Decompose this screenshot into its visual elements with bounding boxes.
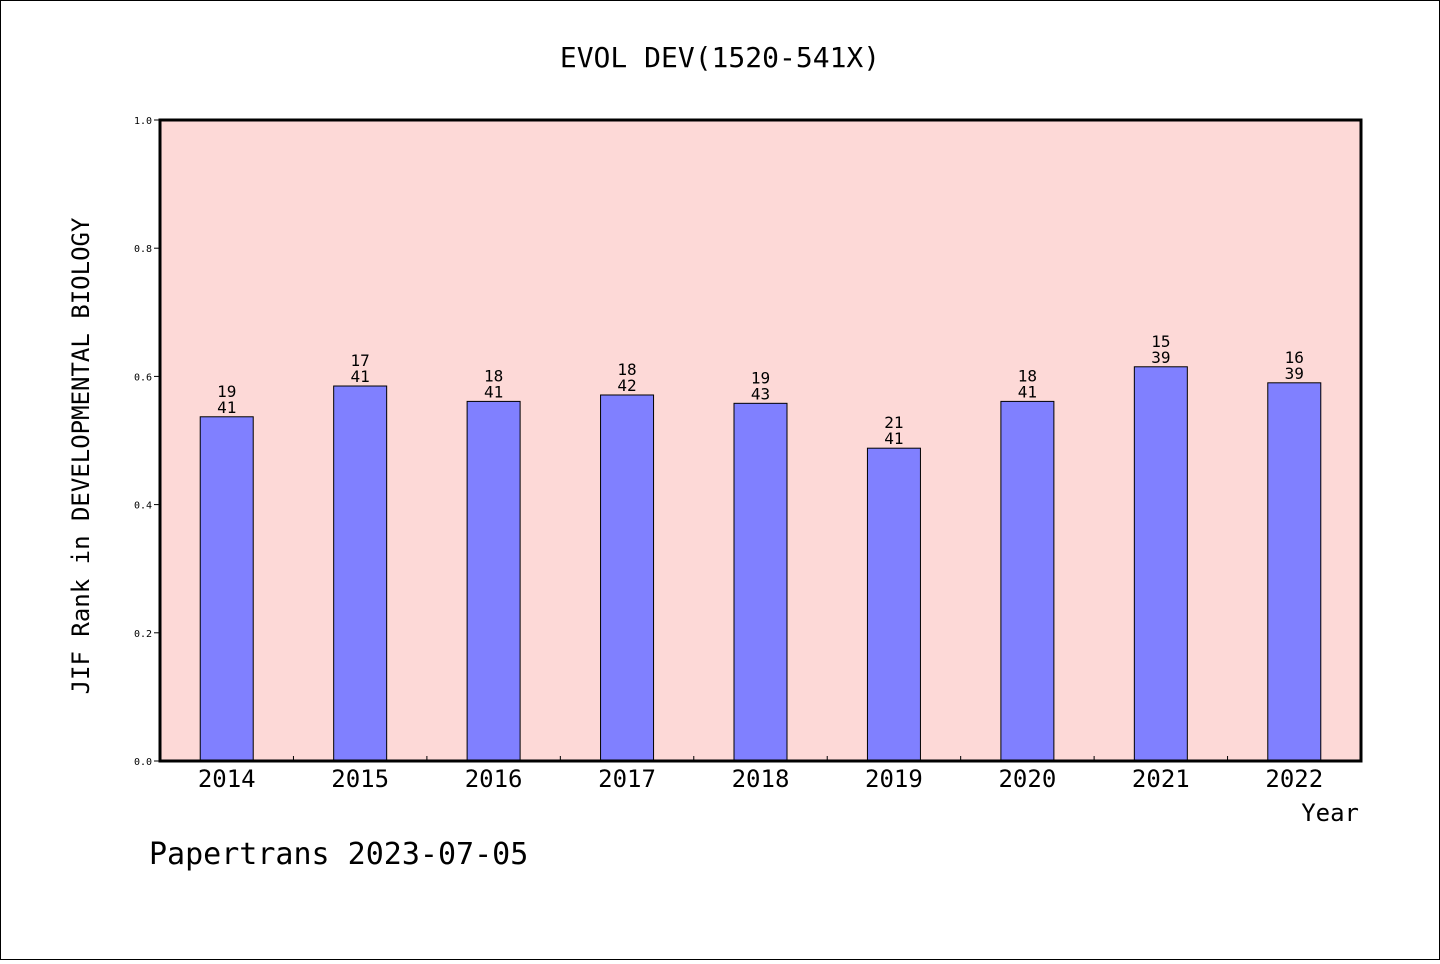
bar-label-rank: 19	[751, 368, 770, 387]
bar-2019	[866, 447, 921, 762]
x-tick-label: 2021	[1132, 765, 1190, 793]
bar-label-total: 39	[1151, 348, 1170, 367]
bar-label-total: 42	[617, 376, 636, 395]
y-tick-label: 0.6	[134, 372, 152, 383]
bar-2020	[1000, 400, 1055, 762]
bar-label-total: 41	[217, 398, 236, 417]
y-tick-label: 0.0	[134, 757, 152, 768]
bar-label-rank: 18	[1018, 366, 1037, 385]
x-tick-label: 2015	[331, 765, 389, 793]
x-axis-label: Year	[1301, 799, 1359, 827]
bar-label-total: 41	[1018, 382, 1037, 401]
bar-label-rank: 16	[1285, 348, 1304, 367]
bar-label-rank: 21	[884, 413, 903, 432]
bar-label-rank: 19	[217, 382, 236, 401]
y-tick-label: 1.0	[134, 116, 152, 127]
x-tick-label: 2020	[998, 765, 1056, 793]
bar-label-rank: 15	[1151, 332, 1170, 351]
y-tick-label: 0.4	[134, 501, 152, 512]
bar-2021	[1133, 366, 1188, 762]
x-tick-label: 2014	[198, 765, 256, 793]
x-tick-label: 2018	[732, 765, 790, 793]
y-axis-label: JIF Rank in DEVELOPMENTAL BIOLOGY	[67, 217, 95, 694]
bar-label-rank: 17	[351, 351, 370, 370]
bar-2017	[600, 394, 655, 762]
x-tick-label: 2016	[465, 765, 523, 793]
bars	[199, 366, 1322, 762]
bar-label-total: 41	[351, 367, 370, 386]
plot-border	[158, 118, 1363, 763]
bar-label-total: 43	[751, 384, 770, 403]
x-tick-label: 2017	[598, 765, 656, 793]
bar-2015	[333, 385, 388, 762]
footer-text: Papertrans 2023-07-05	[149, 837, 528, 872]
x-axis-ticks: 2014 2015 2016 2017 2018 2019 2020 2021 2022	[198, 756, 1323, 793]
chart-title: EVOL DEV(1520-541X)	[560, 41, 880, 74]
bar-2014	[199, 416, 254, 762]
bar-label-total: 39	[1285, 364, 1304, 383]
bar-2022	[1267, 382, 1322, 762]
y-axis-ticks: 0.0 0.2 0.4 0.6 0.8 1.0	[134, 116, 160, 768]
bar-2016	[466, 400, 521, 762]
x-tick-label: 2019	[865, 765, 923, 793]
y-tick-label: 0.2	[134, 629, 152, 640]
bar-label-rank: 18	[617, 360, 636, 379]
y-tick-label: 0.8	[134, 244, 152, 255]
bar-label-total: 41	[884, 429, 903, 448]
bar-label-total: 41	[484, 382, 503, 401]
x-tick-label: 2022	[1265, 765, 1323, 793]
bar-label-rank: 18	[484, 366, 503, 385]
bar-2018	[733, 402, 788, 762]
